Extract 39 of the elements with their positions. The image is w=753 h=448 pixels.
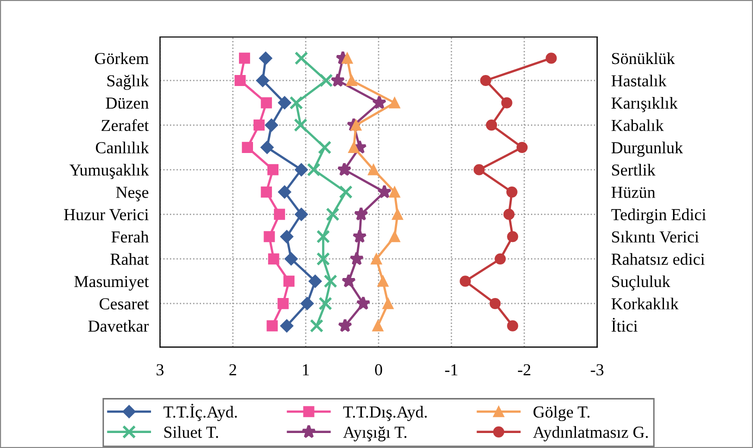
legend-label: Siluet T. (164, 426, 218, 438)
y-tick-label: Canlılık (96, 142, 149, 154)
legend-label: Aydınlatmasız G. (533, 426, 648, 442)
y2-tick-label: Hastalık (611, 74, 667, 86)
y2-tick-label: Sertlik (612, 164, 656, 176)
y2-tick-label: İtici (612, 318, 638, 332)
legend-label: Gölge T. (534, 406, 590, 422)
x-tick-label: 1 (303, 364, 309, 376)
y2-tick-label: Kabalık (611, 119, 664, 132)
y-tick-label: Cesaret (100, 298, 149, 310)
y-tick-label: Ferah (111, 230, 149, 243)
x-tick-label: 3 (156, 364, 164, 376)
x-tick-label: -2 (518, 364, 530, 376)
legend-label: T.T.Dış.Ayd. (343, 406, 427, 422)
x-tick-label: 0 (375, 364, 382, 376)
y-tick-label: Düzen (106, 98, 149, 109)
y2-tick-label: Korkaklık (611, 298, 679, 310)
y2-tick-label: Sönüklük (612, 52, 675, 64)
y2-tick-label: Durgunluk (611, 142, 683, 157)
y2-tick-label: Rahatsız edici (611, 253, 705, 265)
y-tick-label: Yumuşaklık (69, 164, 149, 180)
y-tick-label: Neşe (116, 186, 148, 202)
y2-tick-label: Suçluluk (612, 275, 670, 291)
legend-label: T.T.İç.Ayd. (164, 404, 237, 422)
y-tick-label: Huzur Verici (64, 209, 149, 220)
y2-tick-label: Karışıklık (611, 97, 678, 112)
y2-tick-label: Sıkıntı Verici (612, 230, 699, 243)
y2-tick-label: Tedirgin Edici (611, 208, 706, 224)
x-tick-label: 2 (229, 364, 236, 376)
x-tick-label: -1 (445, 364, 458, 376)
y-tick-label: Rahat (110, 253, 149, 265)
legend-label: Ayışığı T. (343, 426, 406, 442)
y-tick-label: Görkem (94, 52, 149, 64)
y-tick-label: Sağlık (107, 74, 149, 90)
y2-tick-label: Hüzün (611, 186, 656, 198)
y-tick-label: Masumiyet (74, 276, 149, 291)
y-tick-label: Davetkar (88, 320, 149, 332)
x-tick-label: -3 (590, 364, 604, 376)
y-tick-label: Zerafet (102, 119, 149, 132)
